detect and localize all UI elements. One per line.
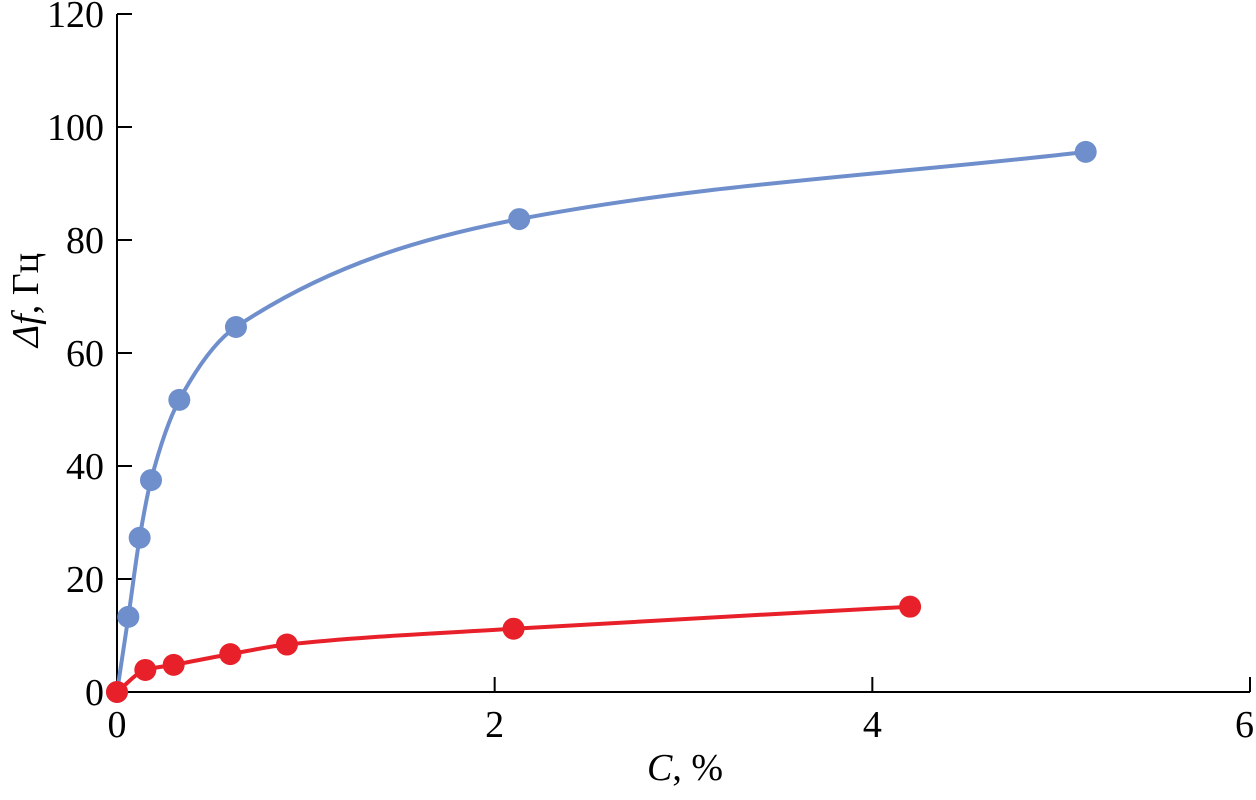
data-point [139, 469, 162, 492]
y-axis-unit: Гц [5, 253, 47, 295]
x-tick-label: 2 [485, 704, 504, 746]
y-axis-title: Δf, Гц [5, 253, 47, 349]
y-tick-label: 20 [66, 559, 104, 601]
x-tick-label: 4 [863, 704, 882, 746]
data-point [502, 617, 525, 640]
data-point [162, 653, 185, 676]
x-axis-variable: C [647, 747, 673, 789]
series-1 [106, 140, 1097, 703]
series-layer [106, 140, 1097, 703]
x-axis-title: C, % [647, 747, 723, 789]
x-axis-separator: , [672, 747, 691, 789]
y-tick-label: 100 [47, 107, 104, 149]
data-point [1074, 140, 1097, 163]
y-tick-label: 80 [66, 220, 104, 262]
data-point [219, 643, 242, 666]
data-point [899, 595, 922, 618]
data-point [128, 526, 151, 549]
data-point [508, 208, 531, 231]
series-2 [106, 595, 922, 703]
y-tick-label: 120 [47, 0, 104, 36]
data-point [106, 681, 128, 703]
y-tick-label: 0 [85, 672, 104, 714]
x-axis-unit: % [691, 747, 723, 789]
data-point [134, 658, 157, 681]
x-tick-label: 6 [1235, 704, 1254, 746]
x-tick-label: 0 [108, 704, 127, 746]
axes: 0 20 40 60 80 100 120 0 2 4 6 [47, 0, 1254, 746]
data-point [117, 605, 140, 628]
y-axis-separator: , [5, 295, 47, 314]
y-axis-variable: Δf [5, 310, 47, 349]
data-point [224, 316, 247, 339]
y-tick-label: 60 [66, 333, 104, 375]
data-point [275, 633, 298, 656]
series-line [115, 149, 1088, 694]
data-point [168, 388, 191, 411]
y-tick-label: 40 [66, 446, 104, 488]
